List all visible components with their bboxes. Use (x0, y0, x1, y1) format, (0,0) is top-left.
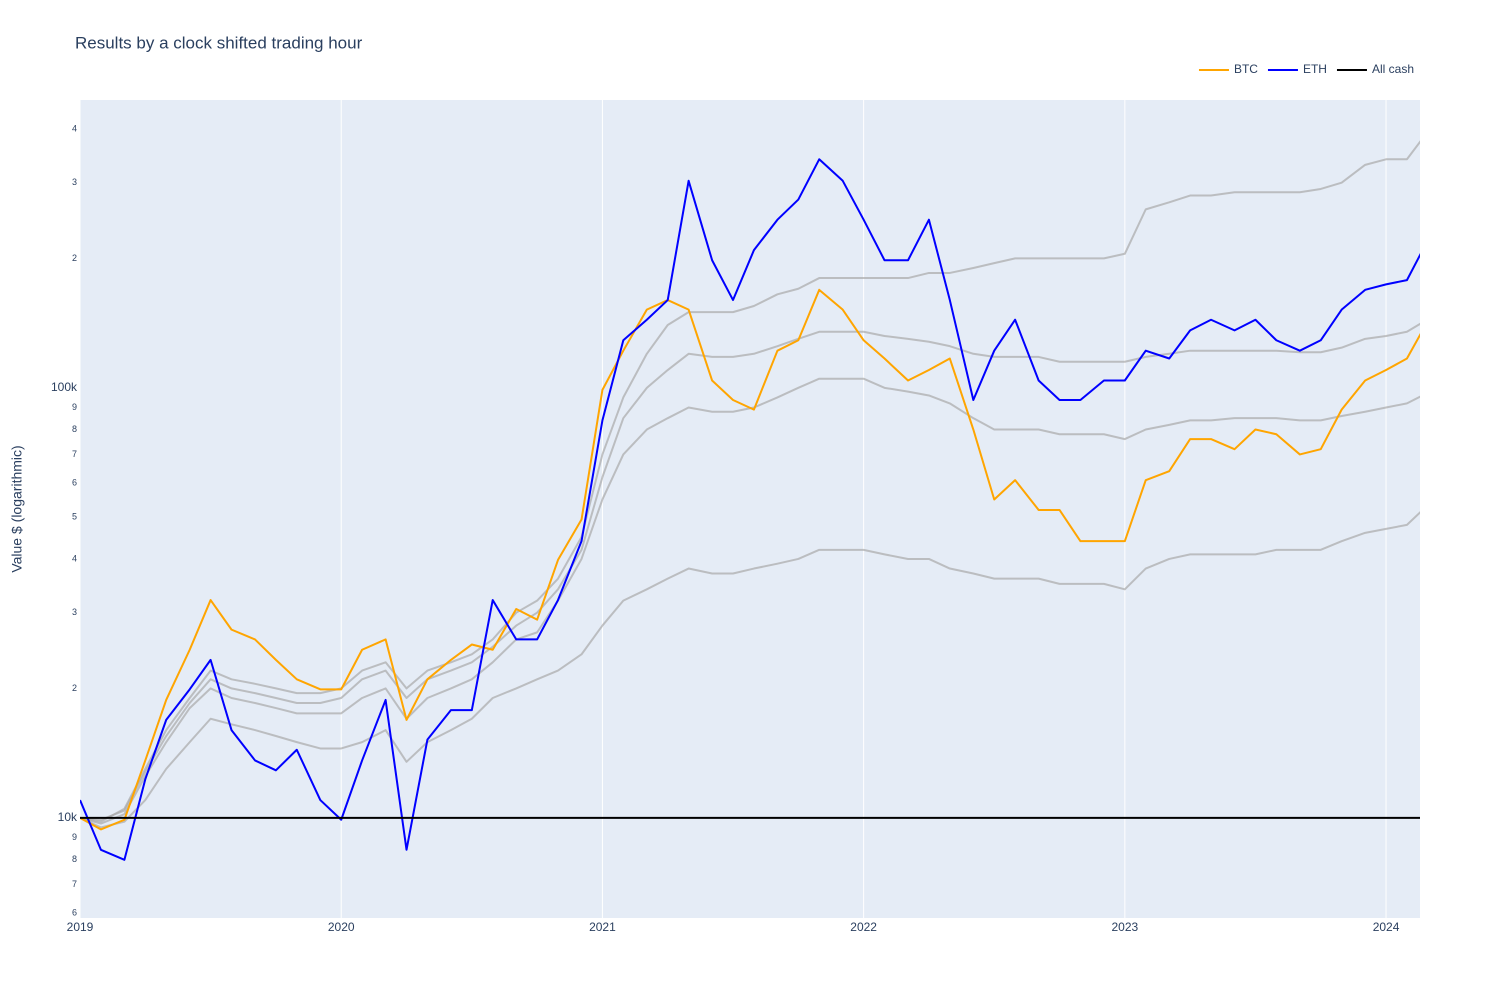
y-tick-label: 9 (72, 402, 77, 412)
x-tick-label: 2021 (589, 920, 616, 934)
x-tick-label: 2020 (328, 920, 355, 934)
chart-title: Results by a clock shifted trading hour (75, 33, 363, 52)
x-tick-label: 2019 (67, 920, 94, 934)
y-tick-label: 2 (72, 683, 77, 693)
series-line (80, 322, 1420, 821)
y-tick-label: 2 (72, 253, 77, 263)
series-line (80, 140, 1420, 823)
y-tick-label: 9 (72, 832, 77, 842)
y-tick-label: 8 (72, 424, 77, 434)
y-tick-label: 3 (72, 607, 77, 617)
y-tick-label: 7 (72, 879, 77, 889)
y-tick-label: 7 (72, 449, 77, 459)
y-tick-label: 8 (72, 854, 77, 864)
y-tick-label: 4 (72, 123, 77, 133)
legend-label: All cash (1372, 62, 1414, 76)
y-axis-label: Value $ (logarithmic) (9, 445, 25, 572)
x-tick-label: 2024 (1373, 920, 1400, 934)
y-tick-label: 5 (72, 512, 77, 522)
y-tick-label: 6 (72, 908, 77, 918)
x-tick-label: 2022 (850, 920, 877, 934)
y-tick-label: 3 (72, 177, 77, 187)
y-tick-label: 10k (58, 810, 78, 824)
series-line (80, 511, 1420, 829)
y-tick-label: 4 (72, 553, 77, 563)
y-tick-label: 100k (51, 380, 78, 394)
x-tick-label: 2023 (1111, 920, 1138, 934)
plot-area (80, 100, 1420, 918)
series-line (80, 288, 1420, 831)
series-line (80, 158, 1420, 861)
y-tick-label: 6 (72, 478, 77, 488)
legend-label: BTC (1234, 62, 1258, 76)
legend-label: ETH (1303, 62, 1327, 76)
